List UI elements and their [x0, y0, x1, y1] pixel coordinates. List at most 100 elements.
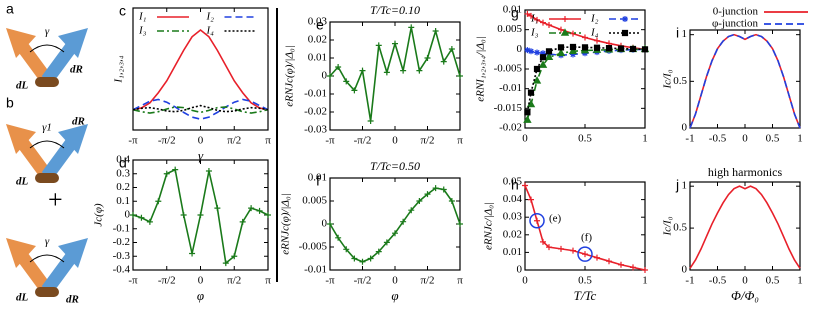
- annotation: T/Tc=0.50: [370, 159, 420, 173]
- x-axis-label: φ: [197, 288, 204, 303]
- x-tick-label: 0: [392, 275, 398, 287]
- x-axis-label: γ: [198, 148, 204, 163]
- x-tick-label: 1: [642, 133, 648, 145]
- marker: [545, 48, 553, 55]
- y-tick-label: 0: [682, 122, 688, 134]
- panel-letter: d: [119, 155, 127, 171]
- left-arrow: [16, 252, 53, 294]
- legend-label: I₃: [138, 25, 147, 37]
- x-tick-label: -1: [685, 275, 694, 287]
- marker: [556, 48, 566, 57]
- x-tick-label: 0.5: [578, 133, 592, 145]
- marker: [335, 234, 342, 241]
- marker: [528, 196, 534, 203]
- x-tick-label: -π/2: [354, 135, 372, 147]
- y-tick-label: 0.02: [503, 228, 522, 240]
- x-tick-label: -π: [325, 135, 335, 147]
- marker: [605, 45, 613, 52]
- marker: [524, 109, 531, 116]
- angle-label: γ: [45, 26, 50, 38]
- marker: [533, 65, 541, 73]
- marker: [570, 247, 576, 254]
- y-tick-label: -0.01: [499, 82, 522, 94]
- panel-letter: a: [6, 1, 14, 17]
- marker: [205, 168, 212, 174]
- x-tick-label: -π/2: [354, 275, 372, 287]
- marker: [416, 67, 423, 74]
- series-line: [689, 33, 801, 129]
- marker: [359, 67, 366, 74]
- marker: [155, 198, 162, 205]
- y-tick-label: 0.005: [302, 195, 327, 207]
- y-tick-label: -0.1: [113, 222, 130, 234]
- marker: [239, 218, 246, 225]
- marker: [222, 260, 229, 267]
- y-tick-label: 1: [682, 180, 688, 192]
- x-tick-label: π/2: [227, 275, 241, 287]
- y-tick-label: -0.2: [113, 236, 130, 248]
- x-tick-label: π/2: [227, 135, 241, 147]
- series-line: [329, 187, 461, 263]
- plot-frame: [524, 9, 646, 129]
- marker: [163, 170, 170, 177]
- plot-frame: [132, 7, 269, 131]
- x-tick-label: -0.5: [709, 275, 727, 287]
- left-arrow: [16, 42, 53, 84]
- x-axis-label: φ: [391, 288, 398, 303]
- legend-label: I₁: [138, 11, 147, 23]
- panel-letter: c: [119, 3, 126, 19]
- marker: [197, 212, 204, 218]
- annotation: (f): [581, 232, 592, 244]
- x-tick-label: π: [265, 275, 271, 287]
- marker: [546, 244, 552, 251]
- legend-label: I₄: [206, 25, 215, 37]
- panel-letter: e: [316, 17, 324, 33]
- annotation: (e): [549, 212, 562, 224]
- x-tick-label: 1: [797, 133, 803, 145]
- y-axis-label: Ic/I₀: [662, 69, 674, 89]
- left-arrow-head: [6, 28, 36, 58]
- y-tick-label: 0.3: [116, 167, 130, 179]
- x-tick-label: π: [265, 135, 271, 147]
- marker: [327, 221, 333, 227]
- marker: [335, 64, 342, 70]
- marker: [534, 16, 540, 23]
- marker: [557, 44, 565, 51]
- x-tick-label: π/2: [420, 135, 434, 147]
- series-line: [524, 185, 646, 271]
- marker: [622, 16, 628, 22]
- marker: [594, 254, 600, 261]
- plot-frame: [329, 21, 461, 131]
- marker: [130, 212, 136, 218]
- angle-arc: [29, 140, 65, 149]
- junction: γ dL dR: [6, 236, 88, 306]
- marker: [375, 248, 382, 255]
- y-tick-label: -0.03: [304, 124, 327, 136]
- right-arrow: [41, 138, 78, 180]
- series-line: [689, 185, 801, 269]
- panel-letter: g: [511, 5, 519, 21]
- marker: [180, 212, 187, 218]
- legend-label: 0-junction: [713, 6, 759, 18]
- left-arrow-head: [6, 238, 36, 268]
- marker: [392, 40, 398, 47]
- marker: [522, 182, 528, 189]
- y-tick-label: 0.03: [308, 16, 328, 28]
- marker: [256, 207, 263, 214]
- marker: [248, 205, 255, 212]
- y-tick-label: 0.005: [497, 23, 522, 35]
- marker: [621, 29, 629, 37]
- marker: [582, 34, 588, 41]
- marker: [582, 251, 588, 258]
- x-tick-label: π: [457, 275, 463, 287]
- marker: [569, 43, 577, 51]
- panel-letter: f: [316, 173, 320, 189]
- marker: [327, 73, 333, 79]
- y-tick-label: 1: [682, 28, 688, 40]
- x-tick-label: -π/2: [158, 135, 176, 147]
- y-tick-label: 0.4: [116, 154, 130, 166]
- marker: [523, 115, 532, 123]
- marker: [568, 46, 578, 55]
- right-arrow-head: [58, 28, 88, 58]
